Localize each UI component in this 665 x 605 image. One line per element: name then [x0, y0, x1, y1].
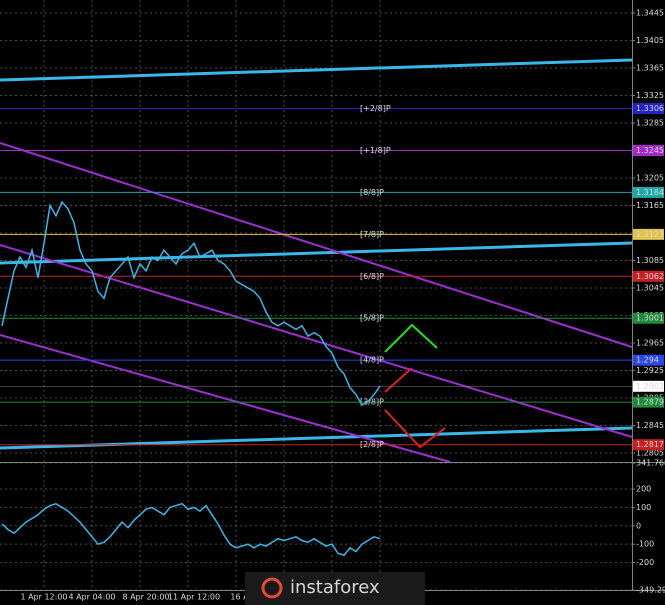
- y-tick-label: -200: [636, 558, 654, 567]
- level-label: [6/8]P: [360, 272, 384, 281]
- channels: [0, 0, 665, 591]
- y-tick-label: 1.3045: [636, 283, 664, 292]
- y-tick-label: 1.2805: [636, 448, 664, 457]
- marks: 1.28051.28451.28851.29251.29651.30051.30…: [0, 8, 665, 602]
- channel-line: [0, 334, 451, 463]
- channel-line: [0, 241, 633, 265]
- y-tick-label: 1.2845: [636, 421, 664, 430]
- last-price-badge: [633, 380, 664, 392]
- last-price-label: 1.2902: [636, 382, 664, 391]
- level-badge: [633, 312, 664, 324]
- y-tick-label: 341.7683: [636, 459, 665, 468]
- y-tick-label: 0: [636, 521, 641, 530]
- logo: [261, 577, 283, 599]
- channel-line: [0, 244, 633, 438]
- y-tick-label: -349.291: [636, 586, 665, 595]
- y-tick-label: 1.3445: [636, 8, 664, 17]
- level-value: 1.3062: [636, 272, 664, 281]
- y-tick-label: 1.3085: [636, 256, 664, 265]
- level-value: 1.3245: [636, 146, 664, 155]
- x-tick-label: 8 Apr 20:00: [122, 593, 169, 602]
- level-label: [2/8]P: [360, 440, 384, 449]
- level-label: [8/8]P: [360, 188, 384, 197]
- watermark-text: instaforex: [290, 577, 380, 598]
- y-tick-label: 1.3285: [636, 118, 664, 127]
- level-badge: [633, 396, 664, 408]
- level-value: 1.3001: [636, 314, 664, 323]
- level-badge: [633, 439, 664, 451]
- level-value: 1.3306: [636, 104, 664, 113]
- level-badge: [633, 228, 664, 240]
- x-tick-label: 4 Apr 04:00: [68, 593, 115, 602]
- channel-line: [0, 58, 633, 82]
- channel-line: [0, 142, 633, 348]
- arrow: [384, 323, 438, 353]
- level-label: [+1/8]P: [360, 146, 391, 155]
- watermark: instaforex: [245, 572, 425, 605]
- level-label: [3/8]P: [360, 398, 384, 407]
- y-tick-label: 1.3325: [636, 91, 664, 100]
- y-tick-label: 1.3165: [636, 201, 664, 210]
- y-tick-label: 1.2925: [636, 366, 664, 375]
- level-badge: [633, 186, 664, 198]
- y-tick-label: 1.3205: [636, 173, 664, 182]
- watermark-box: [245, 572, 425, 605]
- x-tick-label: 1 Apr 12:00: [20, 593, 67, 602]
- level-label: [5/8]P: [360, 314, 384, 323]
- x-tick-label: 16 Ap: [230, 593, 253, 602]
- level-value: 1.2879: [636, 398, 664, 407]
- level-badge: [633, 270, 664, 282]
- grid: [0, 0, 632, 591]
- level-value: 1.294: [636, 356, 659, 365]
- level-value: 1.3123: [636, 230, 664, 239]
- y-tick-label: 100: [636, 503, 651, 512]
- y-tick-label: 1.2965: [636, 338, 664, 347]
- arrow: [384, 367, 413, 393]
- y-tick-label: 1.3365: [636, 63, 664, 72]
- level-label: [7/8]P: [360, 230, 384, 239]
- level-badge: [633, 144, 664, 156]
- y-tick-label: 1.3405: [636, 36, 664, 45]
- level-value: 1.3184: [636, 188, 664, 197]
- level-label: [4/8]P: [360, 356, 384, 365]
- arrow: [384, 409, 446, 449]
- level-badge: [633, 103, 664, 115]
- level-value: 1.2817: [636, 440, 664, 449]
- y-tick-label: -100: [636, 540, 654, 549]
- y-tick-label: 200: [636, 485, 651, 494]
- level-badge: [633, 354, 664, 366]
- price-line: [1, 200, 381, 406]
- x-tick-label: 11 Apr 12:00: [168, 593, 220, 602]
- price-line: [1, 502, 381, 557]
- level-label: [+2/8]P: [360, 104, 391, 113]
